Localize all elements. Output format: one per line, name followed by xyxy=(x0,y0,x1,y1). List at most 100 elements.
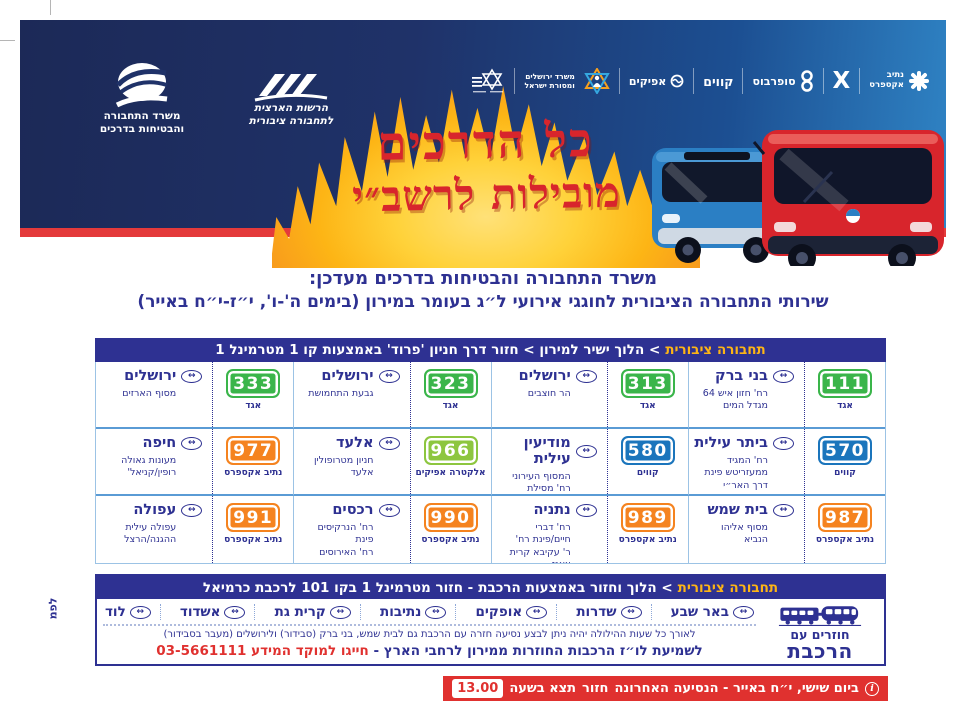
two-way-arrow-icon: ↔ xyxy=(329,605,351,619)
route-city: בית שמש xyxy=(707,502,768,518)
station-item: ↔ אופקים xyxy=(476,604,558,620)
route-number-badge: 111 xyxy=(818,369,872,398)
two-way-arrow-icon: ↔ xyxy=(181,437,203,451)
route-card: 570 קווים ↔ ביתר עילית רח' המגיד ממעזריט… xyxy=(687,429,885,496)
two-way-arrow-icon: ↔ xyxy=(378,370,400,384)
section-tag: תחבורה ציבורית xyxy=(665,342,766,358)
route-card: 991 נתיב אקספרס ↔ עפולה עפולה עילית ההגנ… xyxy=(96,496,293,563)
route-number-badge: 991 xyxy=(226,503,281,532)
friday-last-trip-notice: i ביום שישי, י״ח באייר - הנסיעה האחרונה … xyxy=(443,676,888,701)
schedule-text: לשמיעת לו״ז הרכבות החוזרות ממירון לרחבי … xyxy=(368,642,703,659)
dotted-divider xyxy=(103,624,756,626)
route-operator: אגד xyxy=(442,401,459,411)
route-description: הר חוצבים xyxy=(527,387,571,399)
direct-routes-header: תחבורה ציבורית > הלוך ישיר למירון > חזור… xyxy=(95,338,886,362)
headline-line-1: משרד התחבורה והבטיחות בדרכים מעדכן: xyxy=(308,268,658,289)
train-main: ↔ באר שבע ↔ שדרות ↔ אופקים ↔ נתיבות ↔ קרית גת… xyxy=(103,602,756,661)
notice-bold: חזור xyxy=(582,681,609,696)
kavim-logo: קווים xyxy=(703,74,733,89)
train-icon xyxy=(778,606,862,626)
kavim-text: קווים xyxy=(703,73,734,89)
npta-logo-text-1: הרשות הארצית xyxy=(253,102,329,114)
route-description: עפולה עילית ההגנה/הרצל xyxy=(124,521,177,546)
route-description: המסוף העירוני רח' מסילת ישרים/דרך בית הל… xyxy=(512,470,571,495)
route-card: 990 נתיב אקספרס ↔ רכסים רח' הנרקיסים פינ… xyxy=(293,496,490,563)
route-number-badge: 580 xyxy=(620,436,675,465)
notice-text-2: תצא בשעה xyxy=(509,681,577,696)
crop-mark xyxy=(50,0,51,15)
headline: משרד התחבורה והבטיחות בדרכים מעדכן: שירו… xyxy=(0,268,966,312)
station-name: אשדוד xyxy=(179,604,221,620)
route-description: רח' חזון איש 64 מגדל המים xyxy=(702,387,768,412)
jerusalem-ministry-logo: משרד ירושלים ומסורת ישראל xyxy=(524,72,574,91)
train-section: תחבורה ציבורית > הלוך וחזור באמצעות הרכב… xyxy=(95,574,886,666)
superbus-text: סופרבוס xyxy=(752,74,796,88)
superbus-logo: סופרבוס xyxy=(752,70,813,92)
route-city: ביתר עילית xyxy=(694,435,768,451)
route-number-badge: 990 xyxy=(423,503,478,532)
schedule-line: לשמיעת לו״ז הרכבות החוזרות ממירון לרחבי … xyxy=(103,643,756,659)
station-name: נתיבות xyxy=(379,604,422,620)
notice-text: ביום שישי, י״ח באייר - הנסיעה האחרונה xyxy=(614,681,859,696)
route-card: 313 אגד ↔ ירושלים הר חוצבים xyxy=(490,362,688,429)
headline-line-2: שירותי התחבורה הציבורית לחוגגי אירועי ל״… xyxy=(137,292,829,312)
train-body: חוזרים עם הרכבת ↔ באר שבע ↔ שדרות ↔ אופקים … xyxy=(97,599,884,663)
route-number-badge: 313 xyxy=(620,369,675,398)
train-title-bold: הרכבת xyxy=(478,579,521,596)
holy-places-star-logo xyxy=(584,68,610,94)
route-operator: נתיב אקספרס xyxy=(618,535,677,545)
nateev-express-logo: נתיב אקספרס xyxy=(869,70,930,92)
logo-separator xyxy=(822,68,824,94)
route-number-badge: 977 xyxy=(226,436,281,465)
road-stripes-icon xyxy=(254,74,328,102)
route-description: רח' דברי חיים/פינת רח' ר' עקיבא קרית צאנ… xyxy=(509,521,571,563)
route-city: בני ברק xyxy=(715,368,768,384)
route-description: גבעת התחמושת xyxy=(308,387,374,399)
direct-routes-section: תחבורה ציבורית > הלוך ישיר למירון > חזור… xyxy=(95,338,886,564)
train-title-post: - חזור מטרמינל 1 בקו 101 לרכבת כרמיאל xyxy=(202,579,474,596)
two-way-arrow-icon: ↔ xyxy=(575,504,597,518)
section-tag: תחבורה ציבורית xyxy=(677,579,779,596)
return-label-line-2: הרכבת xyxy=(787,639,853,663)
slogan: כל הדרכים מובילות לרשב״י xyxy=(271,112,701,223)
npta-logo-text-2: לתחבורה ציבורית xyxy=(248,114,334,127)
route-city: רכסים xyxy=(332,502,374,518)
ministry-logo-text-1: משרד התחבורה xyxy=(103,110,181,122)
nateev-text-2: אקספרס xyxy=(869,80,904,90)
station-name: באר שבע xyxy=(670,604,729,620)
two-way-arrow-icon: ↔ xyxy=(181,504,203,518)
logo-separator xyxy=(514,68,516,94)
route-operator: אלקטרה אפיקים xyxy=(415,468,486,478)
route-card: 580 קווים ↔ מודיעין עילית המסוף העירוני … xyxy=(490,429,688,496)
station-item: ↔ שדרות xyxy=(576,604,652,620)
two-way-arrow-icon: ↔ xyxy=(575,370,597,384)
jerusalem-text-1: משרד ירושלים xyxy=(525,71,575,81)
flower-icon xyxy=(909,71,929,91)
route-number-badge: 989 xyxy=(620,503,675,532)
swoosh-icon xyxy=(115,63,168,108)
blue-bus xyxy=(652,148,792,263)
two-way-arrow-icon: ↔ xyxy=(773,504,794,518)
route-operator: נתיב אקספרס xyxy=(224,535,283,545)
route-operator: אגד xyxy=(245,401,262,411)
route-operator: נתיב אקספרס xyxy=(815,535,875,545)
wave-circle-icon xyxy=(670,74,684,88)
station-item: ↔ לוד xyxy=(105,604,161,620)
train-title-pre: > הלוך וחזור באמצעות xyxy=(525,579,673,596)
extra-x-logo: X xyxy=(832,67,851,94)
route-card: 323 אגד ↔ ירושלים גבעת התחמושת xyxy=(293,362,491,429)
logo-separator xyxy=(859,68,861,94)
two-way-arrow-icon: ↔ xyxy=(378,437,400,451)
slogan-line-2: מובילות לרשב״י xyxy=(351,167,622,222)
two-way-arrow-icon: ↔ xyxy=(620,605,642,619)
red-bus xyxy=(752,130,944,266)
station-name: שדרות xyxy=(576,604,617,620)
two-way-arrow-icon: ↔ xyxy=(773,370,794,384)
route-description: מסוף הארזים xyxy=(122,387,177,399)
route-number-badge: 323 xyxy=(423,369,478,398)
jerusalem-text-2: ומסורת ישראל xyxy=(524,81,575,90)
station-item: ↔ באר שבע xyxy=(671,604,754,620)
route-card: 333 אגד ↔ ירושלים מסוף הארזים xyxy=(96,362,294,429)
station-item: ↔ אשדוד xyxy=(180,604,256,620)
two-way-arrow-icon: ↔ xyxy=(425,605,447,619)
